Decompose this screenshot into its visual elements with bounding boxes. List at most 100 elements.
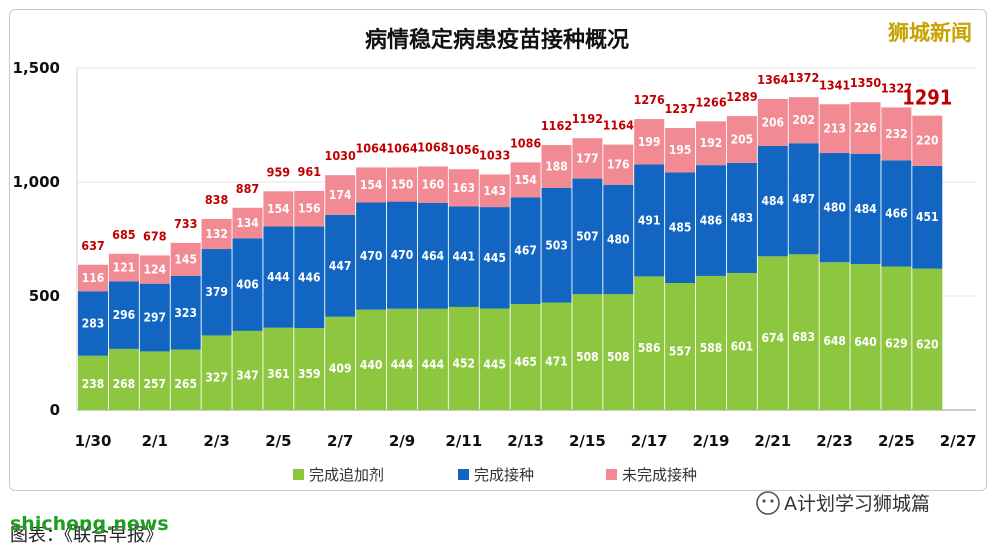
data-label: 683: [792, 330, 815, 344]
bar-segment: [294, 190, 325, 227]
legend-swatch: [458, 469, 469, 480]
bar-segment: [232, 238, 263, 331]
y-tick-label: 1,500: [13, 59, 60, 77]
legend-label: 未完成接种: [622, 466, 697, 484]
bar-segment: [325, 316, 356, 410]
total-label: 1064: [386, 140, 417, 155]
data-label: 160: [422, 178, 445, 192]
bar-segment: [108, 281, 139, 349]
x-tick-label: 2/13: [507, 432, 544, 450]
bar-segment: [819, 104, 850, 153]
data-label: 480: [823, 201, 846, 215]
data-label: 484: [854, 202, 877, 216]
data-label: 508: [576, 350, 599, 364]
bar-segment: [139, 255, 170, 284]
bar-segment: [757, 99, 788, 146]
data-label: 480: [607, 232, 630, 246]
bar-segment: [850, 153, 881, 265]
bar-segment: [294, 328, 325, 410]
total-label: 1364: [757, 72, 788, 87]
data-label: 145: [174, 252, 197, 266]
x-tick-label: 2/7: [327, 432, 353, 450]
x-tick-label: 2/23: [816, 432, 853, 450]
bar-segment: [479, 174, 510, 208]
total-label: 1276: [634, 92, 665, 107]
data-label: 359: [298, 367, 321, 381]
data-label: 347: [236, 368, 259, 382]
bar-segment: [696, 275, 726, 410]
data-label: 483: [731, 211, 754, 225]
bar-segment: [170, 349, 201, 410]
data-label: 202: [792, 113, 815, 127]
data-label: 586: [638, 341, 661, 355]
bar-segment: [726, 162, 757, 273]
data-label: 132: [205, 227, 228, 241]
x-tick-label: 2/19: [693, 432, 730, 450]
x-tick-label: 2/11: [445, 432, 482, 450]
bar-segment: [757, 256, 788, 410]
y-tick-label: 500: [29, 287, 60, 305]
x-axis: 1/30 2/1 2/3 2/5 2/7 2/9 2/11 2/13 2/15 2/17 2/19 2…: [75, 432, 977, 450]
bar-segment: [479, 207, 510, 309]
bar-segment: [170, 242, 201, 276]
total-label: 1033: [479, 147, 510, 162]
bar-segment: [912, 268, 943, 410]
bar-segment: [448, 169, 479, 207]
bar-segment: [510, 197, 541, 304]
data-label: 188: [545, 159, 568, 173]
total-label: 1291: [902, 86, 952, 110]
total-label: 961: [298, 164, 322, 179]
site-watermark: shicheng.news: [10, 513, 169, 535]
data-label: 484: [762, 194, 785, 208]
bar-segment: [541, 187, 572, 303]
data-label: 268: [113, 377, 136, 391]
data-label: 471: [545, 354, 568, 368]
total-label: 1266: [695, 94, 726, 109]
bar-segment: [603, 144, 634, 185]
bar-segment: [788, 143, 819, 255]
bar-segment: [572, 178, 603, 295]
legend-swatch: [606, 469, 617, 480]
bar-segment: [201, 335, 232, 410]
bar-segment: [912, 165, 943, 269]
total-label: 1162: [541, 118, 572, 133]
bar-segment: [356, 202, 387, 310]
total-label: 637: [81, 238, 104, 253]
bar-segment: [572, 138, 603, 179]
bar-segment: [788, 254, 819, 410]
data-label: 470: [360, 249, 383, 263]
bar-segment: [387, 167, 417, 202]
legend-label: 完成追加剂: [309, 466, 384, 484]
bar-segment: [417, 308, 448, 410]
data-label: 444: [422, 357, 445, 371]
data-label: 441: [453, 250, 476, 264]
total-label: 838: [205, 192, 229, 207]
bar-segment: [603, 184, 634, 295]
data-label: 409: [329, 361, 352, 375]
bar-segment: [78, 355, 108, 410]
data-label: 205: [731, 132, 754, 146]
data-label: 361: [267, 367, 290, 381]
data-label: 640: [854, 335, 877, 349]
bar-segment: [696, 121, 726, 166]
total-label: 1192: [572, 111, 603, 126]
data-label: 154: [360, 178, 383, 192]
x-tick-label: 2/1: [142, 432, 168, 450]
total-label: 1164: [603, 118, 634, 133]
x-tick-label: 2/15: [569, 432, 606, 450]
data-label: 440: [360, 358, 383, 372]
bar-segment: [819, 152, 850, 263]
data-label: 620: [916, 337, 939, 351]
bar-segment: [139, 283, 170, 352]
total-label: 1064: [355, 140, 386, 155]
bar-segment: [634, 119, 665, 165]
bar-segment: [634, 164, 665, 277]
data-label: 503: [545, 238, 568, 252]
bar-segment: [665, 172, 696, 284]
legend: 完成追加剂 完成接种 未完成接种: [293, 466, 697, 484]
total-label: 1350: [850, 75, 881, 90]
total-label: 1372: [788, 70, 819, 85]
data-label: 486: [700, 214, 723, 228]
bar-segment: [294, 226, 325, 329]
